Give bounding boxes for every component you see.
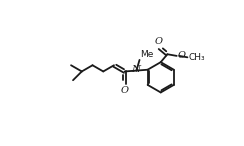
Text: O: O xyxy=(155,37,163,46)
Text: O: O xyxy=(121,86,129,95)
Text: N: N xyxy=(131,65,140,74)
Text: Me: Me xyxy=(140,49,154,59)
Text: O: O xyxy=(178,51,185,60)
Text: CH₃: CH₃ xyxy=(189,53,205,62)
